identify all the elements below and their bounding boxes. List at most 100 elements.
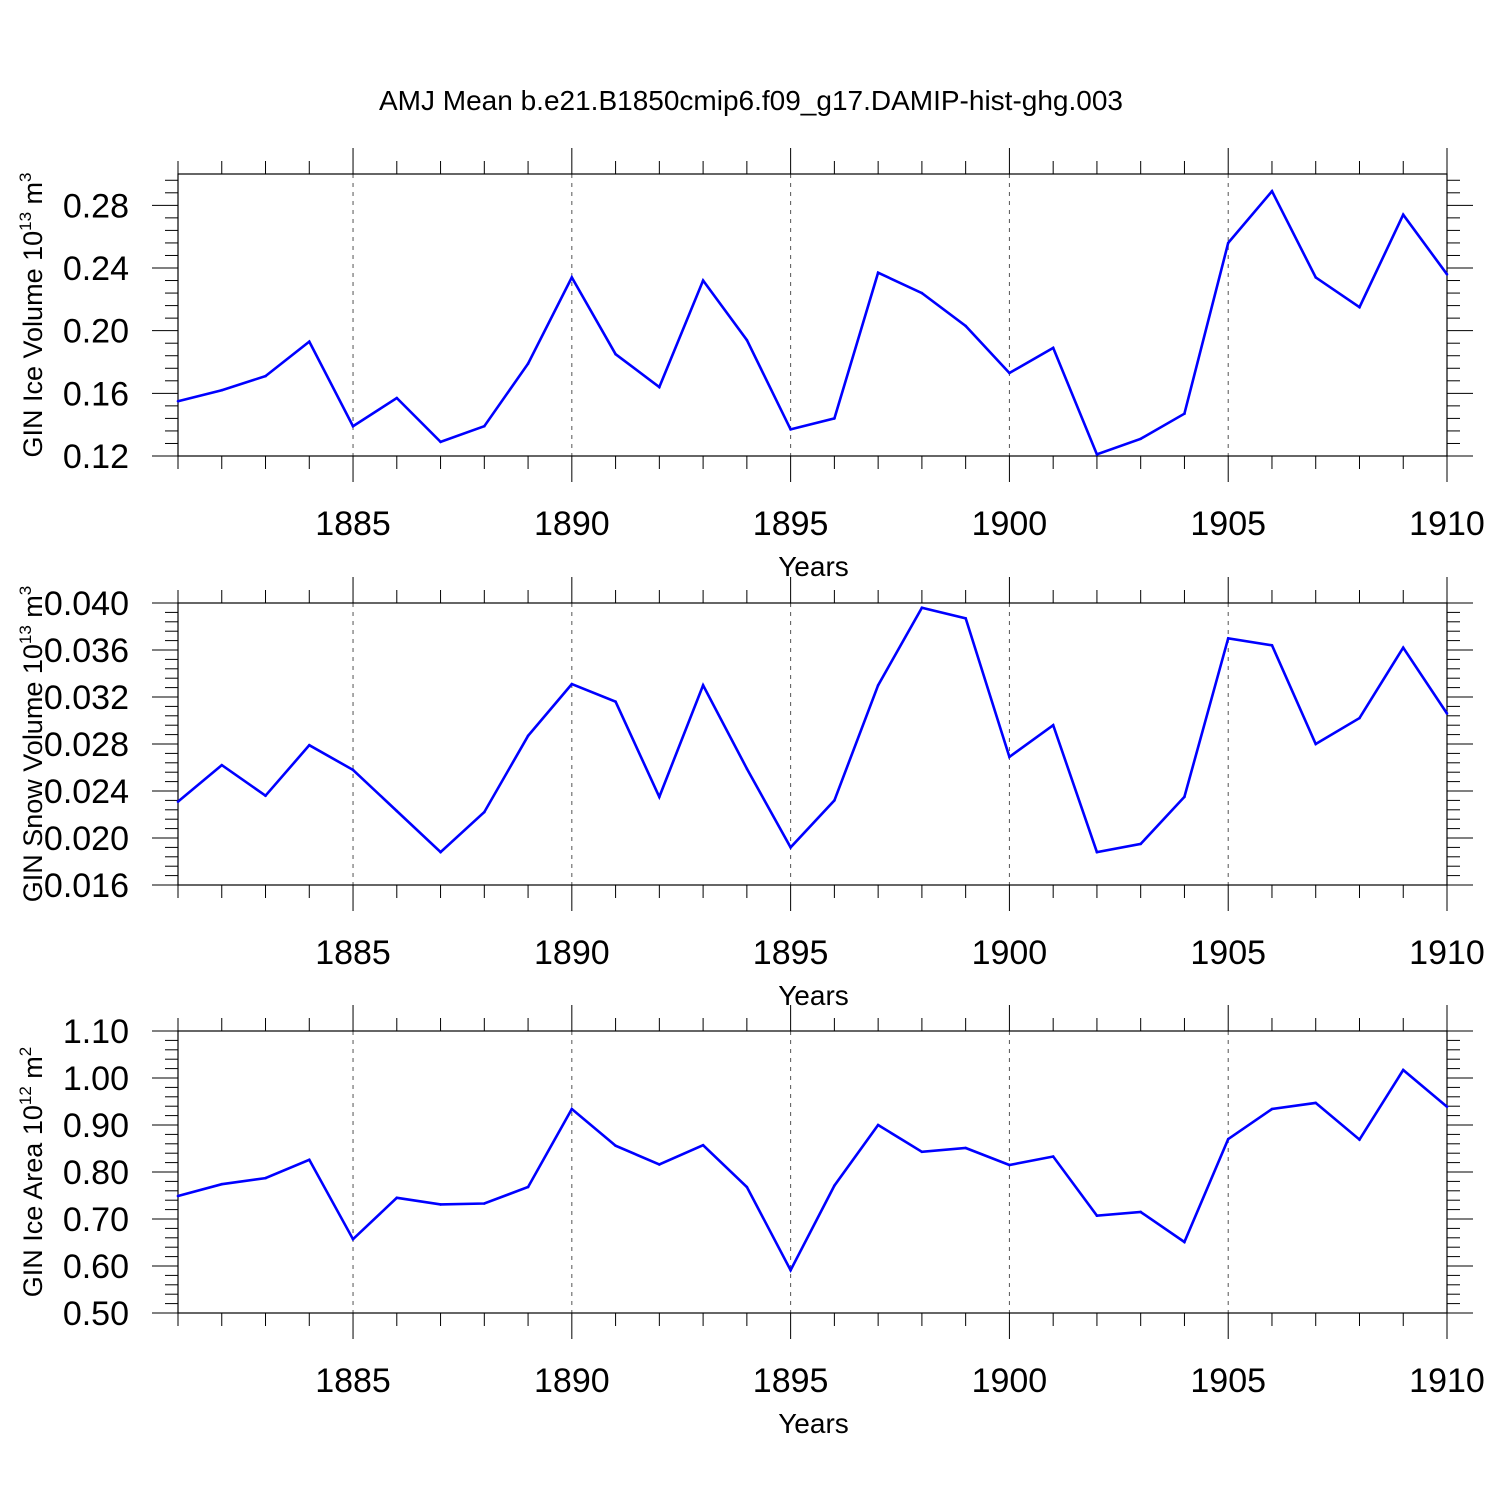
data-point [876,683,880,687]
data-point [1401,646,1405,649]
data-point [1401,213,1405,217]
y-tick-label: 0.50 [63,1295,129,1333]
data-point [220,763,224,767]
x-axis-title: Years [778,1408,849,1439]
y-axis-title-exponent: 13 [16,625,35,644]
data-point [1008,1163,1011,1167]
data-point [220,1182,224,1186]
y-axis-title-base: GIN Ice Volume 10 [18,231,48,458]
x-tick-label: 1900 [972,1362,1048,1400]
panel-3: 1885 1890 1895 1900 1905 1910 Years 0.50 0.60 0.7… [16,1005,1485,1439]
data-point [395,396,399,400]
data-point [701,1143,705,1147]
x-tick-label: 1905 [1190,1362,1266,1400]
data-point [658,385,661,389]
figure-title: AMJ Mean b.e21.B1850cmip6.f09_g17.DAMIP-… [379,85,1123,116]
data-point [570,682,574,686]
data-point [1183,795,1186,799]
data-point [526,1185,530,1189]
y-tick-label: 0.036 [44,632,129,670]
x-tick-label: 1905 [1190,934,1266,972]
data-point [395,1196,399,1200]
x-axis-title: Years [778,980,849,1011]
data-point [833,799,836,802]
data-point [964,324,967,328]
data-point [920,1150,924,1154]
data-point [1445,712,1449,715]
y-tick-label: 0.12 [63,438,129,476]
data-point [876,1123,880,1127]
x-tick-label: 1895 [753,1362,829,1400]
data-point [439,1203,442,1206]
x-tick-label: 1900 [972,505,1048,543]
series-line [177,188,1449,457]
y-axis-title: GIN Ice Area 1012 m2 [16,1047,48,1298]
data-point [176,399,180,403]
data-point [658,1163,661,1166]
x-tick-label: 1885 [315,934,391,972]
data-point [658,795,661,799]
y-axis-title-base: GIN Ice Area 10 [18,1105,48,1297]
x-tick-label: 1885 [315,1362,391,1400]
data-point [1139,842,1142,846]
data-point [920,291,924,295]
data-point [264,1176,267,1180]
data-point [614,1144,617,1147]
y-axis-title-exponent: 12 [16,1086,35,1105]
data-point [789,428,792,431]
data-point [876,271,880,275]
data-point [1358,305,1361,309]
y-axis-title-exponent: 13 [16,212,35,231]
y-tick-label: 0.020 [44,820,129,858]
data-point [1270,1107,1274,1111]
data-point [264,374,267,378]
data-point [526,362,530,365]
x-tick-label: 1895 [753,934,829,972]
data-point [1183,1240,1186,1244]
y-axis-title-unit-exponent: 3 [16,586,35,595]
y-tick-label: 0.70 [63,1201,129,1239]
y-tick-label: 0.90 [63,1107,129,1145]
data-point [833,417,836,420]
y-axis-title-base: GIN Snow Volume 10 [18,644,48,902]
data-point [1051,723,1055,727]
data-point [307,340,311,343]
data-point [1139,437,1142,441]
data-point [833,1184,836,1187]
data-point [1358,716,1361,720]
data-point [1051,1155,1055,1158]
data-point [1226,241,1230,245]
data-point [439,440,442,444]
y-tick-label: 0.024 [44,773,129,811]
y-tick-label: 0.040 [44,585,129,623]
data-point [745,767,749,770]
x-tick-label: 1910 [1409,505,1485,543]
data-point [1445,272,1449,276]
x-tick-label: 1910 [1409,934,1485,972]
data-point [483,1202,486,1205]
data-point [745,338,749,342]
series-line [177,1068,1448,1274]
data-point [1051,346,1055,350]
data-point [964,616,967,620]
y-tick-label: 0.28 [63,187,129,225]
data-point [920,606,924,609]
y-tick-label: 0.016 [44,867,129,905]
data-point [614,700,617,703]
y-tick-label: 0.16 [63,375,129,413]
data-point [570,1107,574,1111]
y-tick-label: 0.24 [63,250,129,288]
x-tick-label: 1895 [753,505,829,543]
y-axis-title-unit: m [18,1056,48,1086]
panel-1: 1885 1890 1895 1900 1905 1910 Years 0.12 0.16 0.2… [16,148,1485,582]
data-point [964,1146,967,1150]
y-tick-label: 0.80 [63,1154,129,1192]
y-tick-label: 1.10 [63,1013,129,1051]
x-tick-label: 1905 [1190,505,1266,543]
x-tick-label: 1890 [534,505,610,543]
y-axis-title-unit: m [18,182,48,212]
data-point [220,388,224,392]
data-point [483,424,486,428]
panels: 1885 1890 1895 1900 1905 1910 Years 0.12 0.16 0.2… [16,148,1485,1439]
